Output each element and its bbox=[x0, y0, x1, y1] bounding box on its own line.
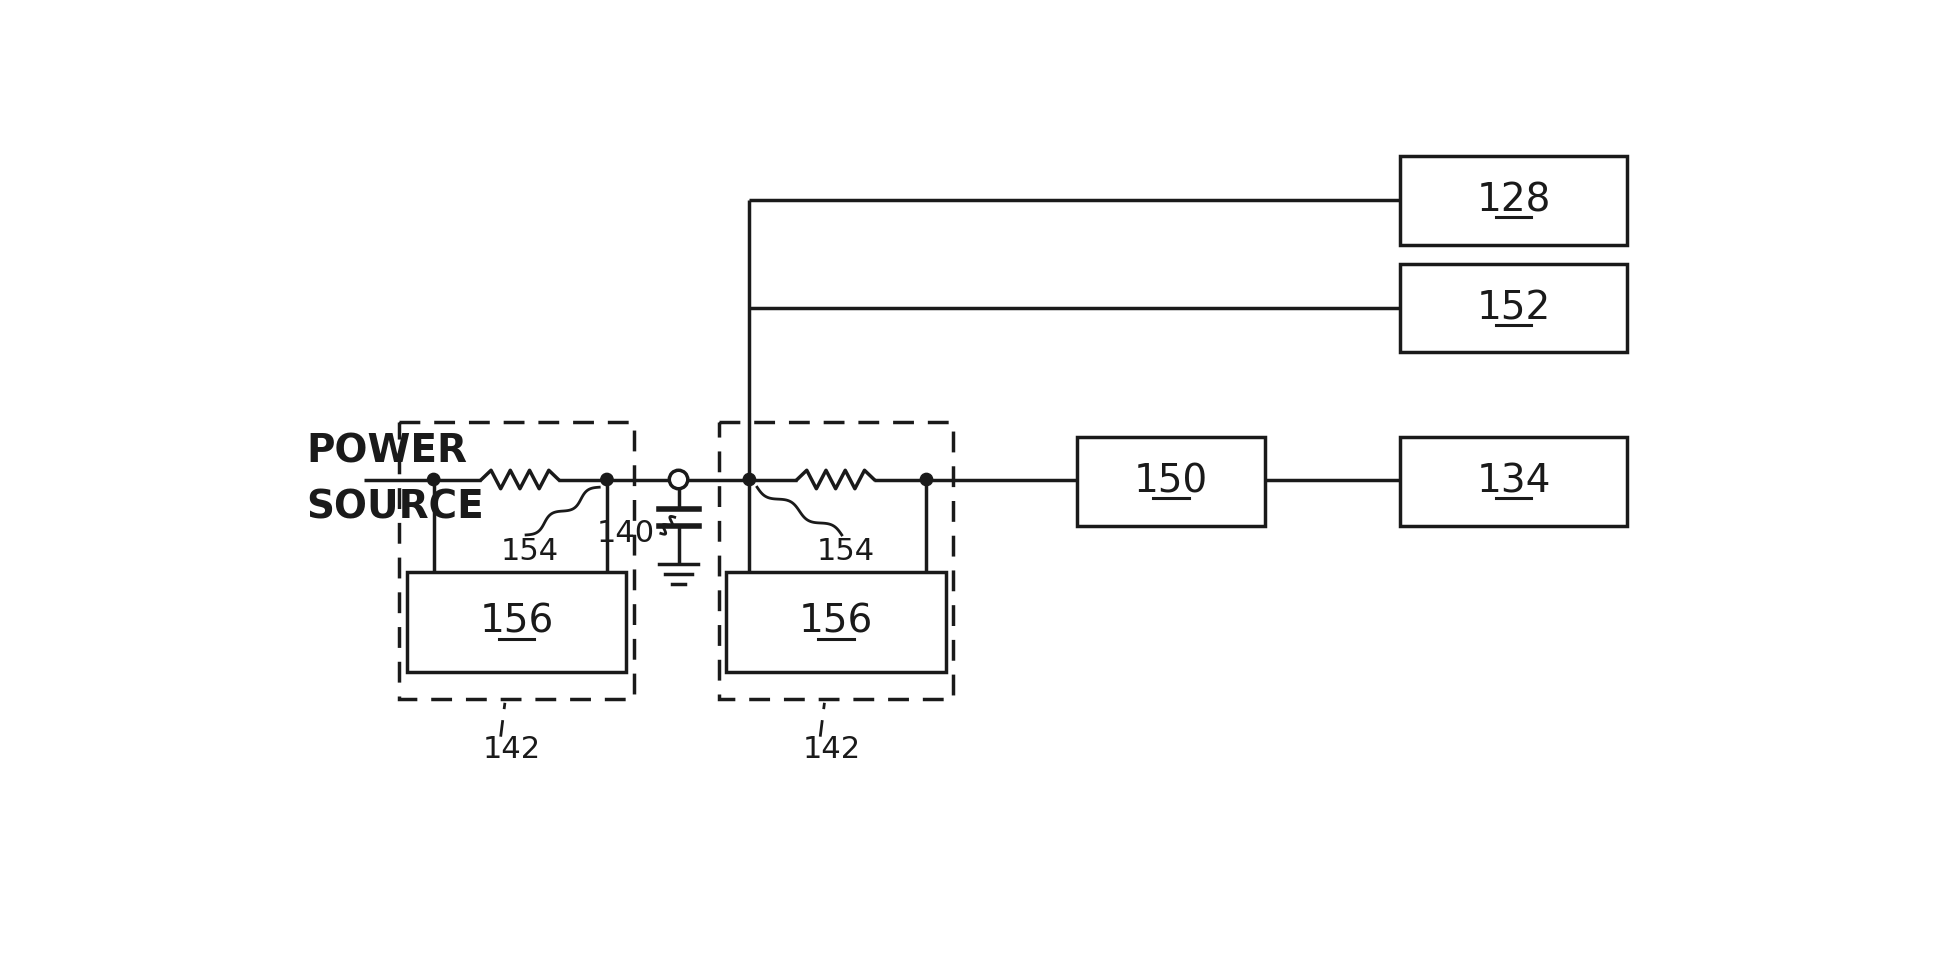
Circle shape bbox=[919, 473, 933, 486]
Text: POWER: POWER bbox=[306, 432, 468, 470]
Circle shape bbox=[427, 473, 439, 486]
Circle shape bbox=[670, 470, 687, 489]
Text: 142: 142 bbox=[802, 734, 861, 763]
Bar bbox=[1400, 437, 1628, 525]
Bar bbox=[726, 572, 945, 672]
Bar bbox=[1400, 156, 1628, 245]
Circle shape bbox=[601, 473, 613, 486]
Bar bbox=[1078, 437, 1265, 525]
Bar bbox=[718, 421, 953, 699]
Bar bbox=[406, 572, 627, 672]
Text: 154: 154 bbox=[502, 537, 558, 566]
Text: 154: 154 bbox=[816, 537, 874, 566]
Bar bbox=[1400, 264, 1628, 353]
Text: 140: 140 bbox=[597, 518, 654, 548]
Text: 152: 152 bbox=[1476, 289, 1550, 327]
Text: 156: 156 bbox=[798, 603, 873, 641]
Text: SOURCE: SOURCE bbox=[306, 489, 484, 526]
Text: 142: 142 bbox=[484, 734, 541, 763]
Circle shape bbox=[744, 473, 755, 486]
Text: 134: 134 bbox=[1476, 463, 1550, 501]
Text: 128: 128 bbox=[1476, 181, 1550, 220]
Text: 156: 156 bbox=[480, 603, 554, 641]
Text: 150: 150 bbox=[1134, 463, 1208, 501]
Bar bbox=[398, 421, 634, 699]
